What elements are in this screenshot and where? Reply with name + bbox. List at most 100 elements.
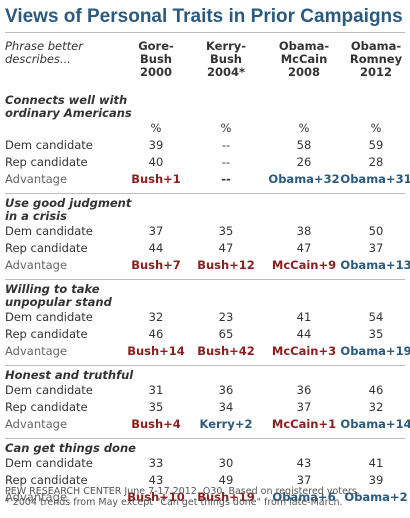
dem-label: Dem candidate bbox=[5, 310, 93, 324]
dem-row: Dem candidate 32 23 41 54 bbox=[0, 309, 410, 326]
advantage-cell: Bush+14 bbox=[127, 344, 185, 358]
trend-note: * 2004 trends from May except "Can get t… bbox=[5, 497, 343, 508]
dem-cell: 54 bbox=[368, 310, 384, 324]
section-title: Use good judgment in a crisis bbox=[0, 197, 410, 223]
advantage-cell: Kerry+2 bbox=[199, 417, 253, 431]
trait-section: Connects well with ordinary Americans%%%%… bbox=[0, 94, 410, 188]
advantage-cell: -- bbox=[221, 172, 231, 186]
section-title-line: in a crisis bbox=[5, 209, 67, 223]
dem-label: Dem candidate bbox=[5, 138, 93, 152]
advantage-cell: McCain+3 bbox=[271, 344, 337, 358]
dem-cell: 31 bbox=[148, 383, 164, 397]
rep-cell: 65 bbox=[218, 327, 234, 341]
dem-cell: 37 bbox=[148, 224, 164, 238]
rep-cell: 35 bbox=[148, 400, 164, 414]
advantage-cell: Bush+12 bbox=[197, 258, 255, 272]
dem-label: Dem candidate bbox=[5, 383, 93, 397]
rep-cell: 26 bbox=[296, 155, 312, 169]
dem-row: Dem candidate 37 35 38 50 bbox=[0, 223, 410, 240]
section-title: Honest and truthful bbox=[0, 369, 410, 382]
rep-cell: 47 bbox=[296, 241, 312, 255]
dem-label: Dem candidate bbox=[5, 224, 93, 238]
section-divider bbox=[5, 279, 405, 280]
dem-cell: 32 bbox=[148, 310, 164, 324]
dem-cell: 58 bbox=[296, 138, 312, 152]
title-rule bbox=[5, 32, 405, 33]
section-divider bbox=[5, 438, 405, 439]
trait-section: Use good judgment in a crisis Dem candidat… bbox=[0, 193, 410, 274]
advantage-row: Advantage Bush+14 Bush+42 McCain+3 Obama+19 bbox=[0, 343, 410, 360]
dem-cell: 46 bbox=[368, 383, 384, 397]
advantage-cell: McCain+9 bbox=[271, 258, 337, 272]
rep-label: Rep candidate bbox=[5, 155, 88, 169]
advantage-cell: Obama+31 bbox=[340, 172, 410, 186]
advantage-cell: Bush+7 bbox=[131, 258, 181, 272]
rep-row: Rep candidate 46 65 44 35 bbox=[0, 326, 410, 343]
table-body: Connects well with ordinary Americans%%%%… bbox=[0, 94, 410, 506]
advantage-label: Advantage bbox=[5, 172, 68, 186]
advantage-cell: Obama+13 bbox=[340, 258, 410, 272]
dem-cell: 23 bbox=[218, 310, 234, 324]
advantage-row: Advantage Bush+7 Bush+12 McCain+9 Obama+13 bbox=[0, 257, 410, 274]
dem-row: Dem candidate 31 36 36 46 bbox=[0, 382, 410, 399]
advantage-cell: Bush+19 bbox=[197, 490, 255, 504]
advantage-row: Advantage Bush+1 -- Obama+32 Obama+31 bbox=[0, 171, 410, 188]
dem-cell: 38 bbox=[296, 224, 312, 238]
rep-label: Rep candidate bbox=[5, 241, 88, 255]
section-title-line: unpopular stand bbox=[5, 295, 112, 309]
phrase-label-line: describes... bbox=[5, 52, 71, 66]
dem-cell: 36 bbox=[296, 383, 312, 397]
dem-cell: 59 bbox=[368, 138, 384, 152]
dem-cell: 39 bbox=[148, 138, 164, 152]
section-title-line: Can get things done bbox=[5, 441, 136, 455]
advantage-cell: Bush+10 bbox=[127, 490, 185, 504]
advantage-cell: Obama+32 bbox=[268, 172, 340, 186]
rep-cell: 43 bbox=[148, 473, 164, 487]
rep-cell: 32 bbox=[368, 400, 384, 414]
dem-cell: 50 bbox=[368, 224, 384, 238]
advantage-cell: McCain+1 bbox=[271, 417, 337, 431]
trait-section: Can get things done Dem candidate 33 30 43 41… bbox=[0, 438, 410, 506]
dem-label: Dem candidate bbox=[5, 456, 93, 470]
rep-cell: 37 bbox=[296, 400, 312, 414]
section-title-line: Use good judgment bbox=[5, 196, 132, 210]
chart-title: Views of Personal Traits in Prior Campai… bbox=[5, 6, 403, 27]
unit-cell: % bbox=[150, 121, 162, 135]
source-note: PEW RESEARCH CENTER June 7-17 2012. Q30.… bbox=[5, 486, 360, 497]
rep-cell: 44 bbox=[148, 241, 164, 255]
rep-cell: 37 bbox=[296, 473, 312, 487]
section-title: Willing to take unpopular stand bbox=[0, 283, 410, 309]
rep-cell: 35 bbox=[368, 327, 384, 341]
unit-cell: % bbox=[298, 121, 310, 135]
rep-row: Rep candidate 40 -- 26 28 bbox=[0, 154, 410, 171]
column-header-2004: Kerry- Bush 2004* bbox=[205, 39, 247, 79]
section-title-line: Connects well with bbox=[5, 93, 128, 107]
rep-cell: 37 bbox=[368, 241, 384, 255]
unit-cell: % bbox=[220, 121, 232, 135]
advantage-row: Advantage Bush+10 Bush+19 Obama+6 Obama+2 bbox=[0, 489, 410, 506]
advantage-row: Advantage Bush+4 Kerry+2 McCain+1 Obama+14 bbox=[0, 416, 410, 433]
section-title-line: ordinary Americans bbox=[5, 106, 132, 120]
advantage-cell: Bush+1 bbox=[131, 172, 181, 186]
rep-cell: 46 bbox=[148, 327, 164, 341]
dem-cell: 35 bbox=[218, 224, 234, 238]
column-header-2008: Obama- McCain 2008 bbox=[278, 39, 330, 79]
advantage-label: Advantage bbox=[5, 490, 68, 504]
advantage-label: Advantage bbox=[5, 417, 68, 431]
advantage-cell: Obama+19 bbox=[340, 344, 410, 358]
trait-table: Phrase better describes... Gore- Bush 2000… bbox=[0, 38, 410, 506]
unit-row: %%%% bbox=[0, 120, 410, 137]
advantage-cell: Bush+4 bbox=[131, 417, 181, 431]
dem-cell: 41 bbox=[368, 456, 384, 470]
advantage-cell: Obama+6 bbox=[272, 490, 336, 504]
rep-cell: -- bbox=[221, 155, 231, 169]
column-header-2000: Gore- Bush 2000 bbox=[138, 39, 174, 79]
rep-cell: 34 bbox=[218, 400, 234, 414]
advantage-label: Advantage bbox=[5, 258, 68, 272]
phrase-label-line: Phrase better bbox=[5, 39, 83, 53]
dem-cell: 41 bbox=[296, 310, 312, 324]
rep-cell: 40 bbox=[148, 155, 164, 169]
rep-cell: 39 bbox=[368, 473, 384, 487]
rep-cell: 49 bbox=[218, 473, 234, 487]
